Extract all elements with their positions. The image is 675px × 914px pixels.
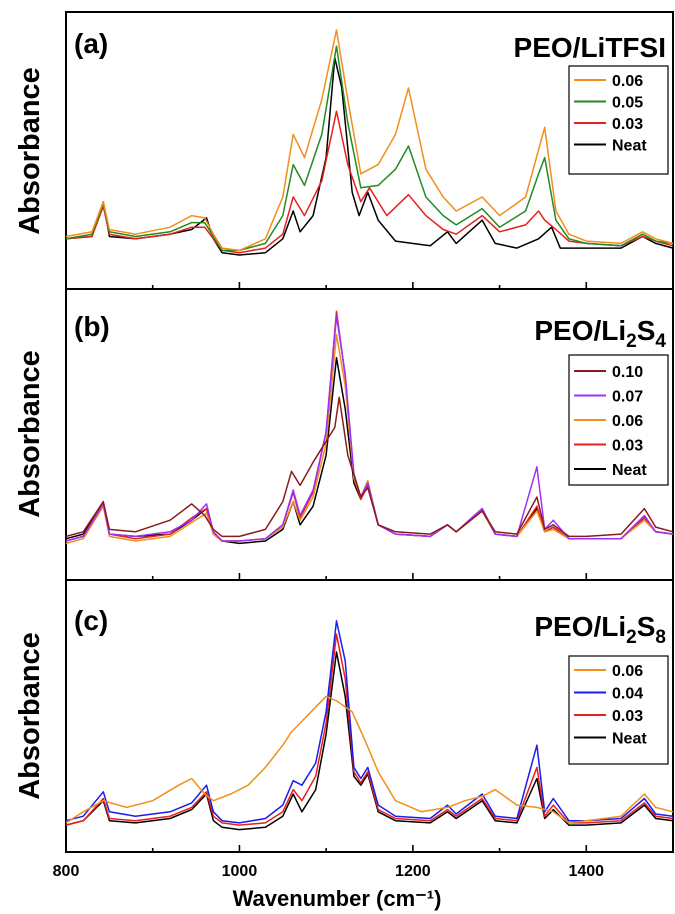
panel-c-legend-label: 0.06 (612, 663, 643, 680)
panel-b-tag: (b) (74, 311, 110, 342)
panel-a-series-0-05 (65, 45, 674, 252)
panel-b-series-0-06 (65, 333, 674, 545)
panel-a-legend-label: 0.06 (612, 73, 643, 90)
panel-c-ylabel: Absorbance (14, 632, 46, 800)
x-tick-label: 1400 (568, 863, 604, 880)
panel-a-legend (568, 65, 669, 175)
panel-b-title-sub1: 2 (626, 331, 637, 352)
panel-a-legend-label: 0.03 (612, 116, 643, 133)
panel-b-legend-label: 0.06 (612, 413, 643, 430)
panel-c-series-0-03 (65, 633, 674, 826)
panel-b-title-text: PEO/Li (534, 315, 626, 346)
panel-c-legend (568, 655, 669, 765)
panel-c-legend-label: Neat (612, 731, 647, 748)
panel-a-tag: (a) (74, 28, 108, 59)
panel-a-ylabel: Absorbance (14, 67, 46, 235)
panel-b-legend-label: Neat (612, 462, 647, 479)
panel-c-legend-label: 0.04 (612, 686, 643, 703)
x-tick-label: 800 (53, 863, 80, 880)
panel-a-legend-label: 0.05 (612, 95, 643, 112)
x-tick-label: 1200 (395, 863, 431, 880)
panel-c-tag: (c) (74, 605, 108, 636)
panel-c-series-0-04 (65, 620, 674, 824)
legend-layer: 0.06 0.05 0.03 Neat 0.10 0.07 0.06 0.03 Neat 0.06… (574, 73, 647, 748)
panel-c-series-0-06 (65, 695, 674, 824)
panel-b-title-mid: S (637, 315, 656, 346)
panel-a-title-text: PEO/LiTFSI (514, 32, 666, 63)
panel-b-legend-label: 0.07 (612, 389, 643, 406)
panel-c-series-neat (65, 651, 674, 831)
panel-c-title-sub2: 8 (655, 627, 666, 648)
panel-b-series-0-10 (65, 396, 674, 538)
panel-c-legend-label: 0.03 (612, 708, 643, 725)
tick-layer: 800 1000 1200 1400 (53, 282, 604, 880)
panel-a-legend-label: Neat (612, 138, 647, 155)
panel-b-title: PEO/Li2S4 (534, 315, 666, 352)
panel-c-title-mid: S (637, 611, 656, 642)
panel-b-ylabel: Absorbance (14, 350, 46, 518)
panel-a-series-0-03 (65, 110, 674, 254)
panel-b-title-sub2: 4 (655, 331, 666, 352)
panel-c-title-sub1: 2 (626, 627, 637, 648)
panel-a-series-0-06 (65, 29, 674, 252)
panel-c-title: PEO/Li2S8 (534, 611, 666, 648)
x-tick-label: 1000 (222, 863, 258, 880)
panel-c-title-text: PEO/Li (534, 611, 626, 642)
panel-a-title: PEO/LiTFSI (514, 32, 666, 63)
panel-c-frame (65, 579, 674, 853)
series-layer (65, 29, 674, 831)
panel-b-legend-label: 0.10 (612, 364, 643, 381)
panel-b-legend-label: 0.03 (612, 438, 643, 455)
x-axis-label: Wavenumber (cm⁻¹) (233, 886, 442, 911)
